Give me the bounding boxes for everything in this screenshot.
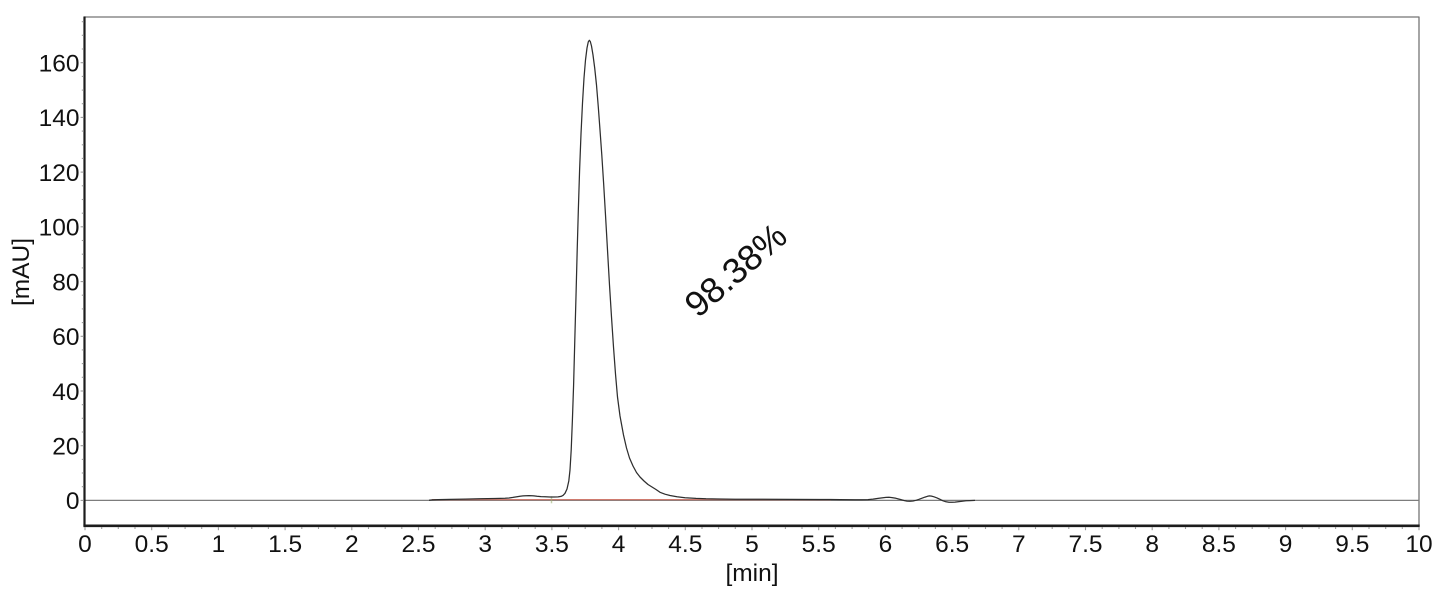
svg-text:20: 20: [52, 434, 79, 461]
svg-text:8: 8: [1145, 531, 1159, 558]
svg-text:9: 9: [1279, 531, 1293, 558]
svg-text:7: 7: [1012, 531, 1026, 558]
svg-text:60: 60: [52, 324, 79, 351]
svg-text:0: 0: [78, 531, 92, 558]
svg-text:1.5: 1.5: [268, 531, 302, 558]
svg-text:6.5: 6.5: [935, 531, 969, 558]
svg-text:3.5: 3.5: [535, 531, 569, 558]
svg-text:0: 0: [66, 488, 80, 515]
svg-text:4: 4: [612, 531, 626, 558]
svg-text:140: 140: [39, 105, 80, 132]
svg-text:2.5: 2.5: [401, 531, 435, 558]
svg-text:160: 160: [39, 51, 80, 78]
svg-text:120: 120: [39, 160, 80, 187]
svg-text:[mAU]: [mAU]: [8, 238, 35, 306]
svg-text:1: 1: [212, 531, 226, 558]
svg-text:7.5: 7.5: [1068, 531, 1102, 558]
svg-text:8.5: 8.5: [1202, 531, 1236, 558]
svg-text:40: 40: [52, 379, 79, 406]
svg-text:100: 100: [39, 215, 80, 242]
svg-text:3: 3: [478, 531, 492, 558]
svg-text:9.5: 9.5: [1335, 531, 1369, 558]
svg-text:5.5: 5.5: [802, 531, 836, 558]
svg-text:10: 10: [1405, 531, 1432, 558]
svg-text:80: 80: [52, 269, 79, 296]
svg-text:2: 2: [345, 531, 359, 558]
svg-text:4.5: 4.5: [668, 531, 702, 558]
svg-text:6: 6: [879, 531, 893, 558]
svg-text:5: 5: [745, 531, 759, 558]
svg-text:[min]: [min]: [725, 560, 778, 587]
svg-text:0.5: 0.5: [135, 531, 169, 558]
